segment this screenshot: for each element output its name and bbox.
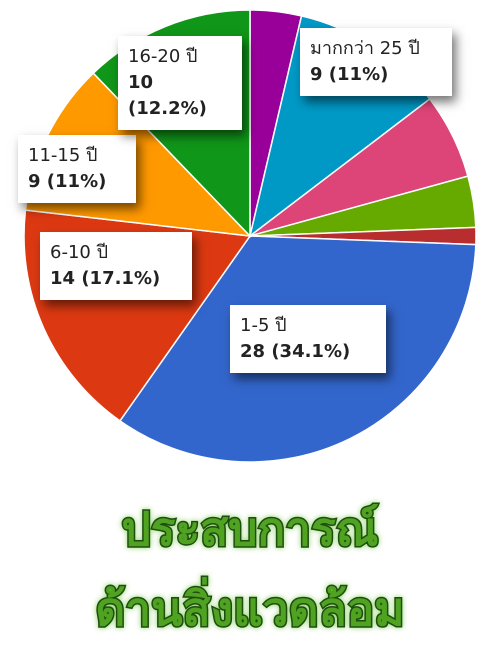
slice-label: มากกว่า 25 ปี 9 (11%)	[300, 28, 452, 97]
value-label: 10 (12.2%)	[128, 72, 207, 120]
category-label: 1-5 ปี	[240, 315, 287, 336]
slice-label: 16-20 ปี 10 (12.2%)	[118, 36, 242, 131]
category-label: 6-10 ปี	[50, 242, 108, 263]
category-label: มากกว่า 25 ปี	[310, 38, 420, 59]
category-label: 16-20 ปี	[128, 46, 198, 67]
value-label: 28 (34.1%)	[240, 341, 351, 363]
category-label: 11-15 ปี	[28, 145, 98, 166]
slice-label: 1-5 ปี 28 (34.1%)	[230, 305, 386, 374]
value-label: 9 (11%)	[310, 64, 389, 86]
slice-label: 6-10 ปี 14 (17.1%)	[40, 232, 192, 301]
slice-label: 11-15 ปี 9 (11%)	[18, 135, 136, 204]
chart-title: ประสบการณ์	[122, 502, 379, 556]
chart-title: ด้านสิ่งแวดล้อม	[95, 577, 404, 636]
value-label: 14 (17.1%)	[50, 268, 161, 290]
value-label: 9 (11%)	[28, 171, 107, 193]
